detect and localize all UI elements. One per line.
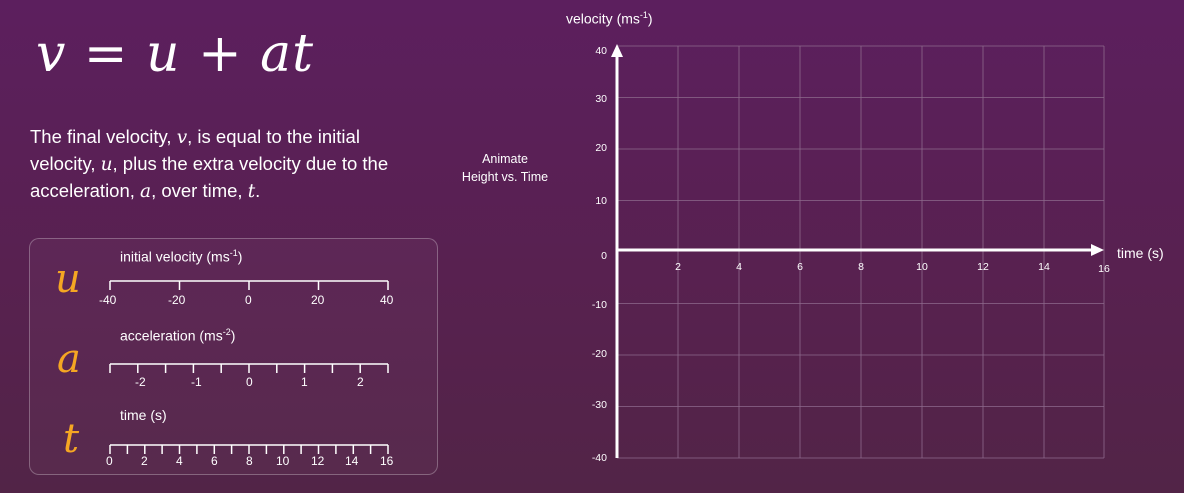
- t-tick-label: 2: [141, 454, 148, 468]
- x-tick-label: 14: [1038, 261, 1050, 273]
- equation-equals: =: [83, 24, 129, 84]
- x-tick-label: 12: [977, 261, 989, 273]
- description-var-v: v: [176, 127, 188, 148]
- graph-grid: [617, 45, 1105, 459]
- y-tick-label: 40: [595, 45, 607, 57]
- a-slider-track[interactable]: [105, 361, 400, 375]
- y-axis-arrow-icon: [611, 44, 623, 57]
- x-tick-label: 8: [858, 261, 864, 273]
- velocity-time-graph: 40 30 20 10 0 -10 -20 -30 -40 2 4 6 8 10…: [592, 44, 1110, 464]
- u-tick-label: 0: [245, 293, 252, 307]
- a-slider-label: acceleration (ms-2): [120, 327, 235, 344]
- a-tick-label: 0: [246, 375, 253, 389]
- u-slider-label-text: initial velocity (ms: [120, 248, 230, 265]
- t-tick-label: 16: [380, 454, 394, 468]
- description-text-2: , is equal to the initial velocity,: [30, 126, 360, 174]
- slider-panel: [29, 238, 438, 475]
- u-slider-label: initial velocity (ms-1): [120, 248, 242, 265]
- equation-description: The final velocity, v, is equal to the i…: [30, 124, 430, 205]
- y-tick-label: -30: [592, 399, 607, 411]
- y-tick-label: -40: [592, 452, 607, 464]
- equation-v: v: [36, 24, 67, 84]
- animate-height-vs-time-button[interactable]: Animate Height vs. Time: [450, 150, 560, 186]
- description-var-u: u: [100, 154, 113, 175]
- x-tick-label: 16: [1098, 263, 1110, 275]
- t-slider-track[interactable]: [105, 442, 400, 456]
- u-variable-letter: u: [55, 256, 81, 302]
- x-tick-label: 2: [675, 261, 681, 273]
- description-var-a: a: [140, 181, 152, 202]
- a-slider-label-text: acceleration (ms: [120, 327, 223, 344]
- equation-u: u: [146, 24, 181, 84]
- t-tick-label: 4: [176, 454, 183, 468]
- animate-button-line2: Height vs. Time: [461, 170, 549, 184]
- y-tick-label: -20: [592, 348, 607, 360]
- description-text-3: , plus the extra velocity due to the acc…: [30, 153, 389, 201]
- a-tick-label: -1: [191, 375, 202, 389]
- a-tick-label: 2: [357, 375, 364, 389]
- t-tick-label: 10: [276, 454, 290, 468]
- description-text-4: , over time,: [151, 180, 248, 201]
- description-var-t: t: [247, 181, 256, 202]
- t-tick-label: 8: [246, 454, 253, 468]
- x-tick-label: 4: [736, 261, 742, 273]
- graph-x-axis-title: time (s): [1117, 245, 1164, 261]
- graph-y-title-text: velocity (ms: [566, 10, 640, 27]
- x-axis-arrow-icon: [1091, 244, 1104, 256]
- equation-plus: +: [198, 24, 243, 84]
- t-tick-label: 14: [345, 454, 359, 468]
- u-slider-track[interactable]: [100, 278, 400, 292]
- y-tick-label: 0: [601, 250, 607, 262]
- equation-at: at: [260, 24, 315, 84]
- a-slider-label-sup: -2: [222, 327, 231, 337]
- t-tick-label: 6: [211, 454, 218, 468]
- y-tick-label: 20: [595, 142, 607, 154]
- a-tick-label: -2: [135, 375, 146, 389]
- a-tick-label: 1: [301, 375, 308, 389]
- y-tick-label: 10: [595, 195, 607, 207]
- a-variable-letter: a: [57, 336, 81, 382]
- t-tick-label: 0: [106, 454, 113, 468]
- t-slider-label: time (s): [120, 407, 167, 423]
- u-slider-label-end: ): [237, 248, 243, 265]
- a-slider-label-end: ): [230, 327, 236, 344]
- description-text-1: The final velocity,: [30, 126, 177, 147]
- x-tick-label: 10: [916, 261, 928, 273]
- u-tick-label: 40: [380, 293, 394, 307]
- t-variable-letter: t: [63, 416, 80, 462]
- graph-y-title-end: ): [647, 10, 653, 27]
- u-tick-label: -20: [168, 293, 186, 307]
- y-tick-label: -10: [592, 299, 607, 311]
- equation-title: v = u + at: [36, 24, 314, 84]
- animate-button-line1: Animate: [482, 152, 528, 166]
- u-tick-label: 20: [311, 293, 325, 307]
- graph-y-axis-title: velocity (ms-1): [566, 10, 653, 27]
- t-tick-label: 12: [311, 454, 325, 468]
- u-tick-label: -40: [99, 293, 117, 307]
- description-text-5: .: [255, 180, 261, 201]
- y-tick-label: 30: [595, 93, 607, 105]
- x-tick-label: 6: [797, 261, 803, 273]
- graph-y-title-sup: -1: [639, 10, 648, 20]
- u-slider-label-sup: -1: [229, 248, 238, 258]
